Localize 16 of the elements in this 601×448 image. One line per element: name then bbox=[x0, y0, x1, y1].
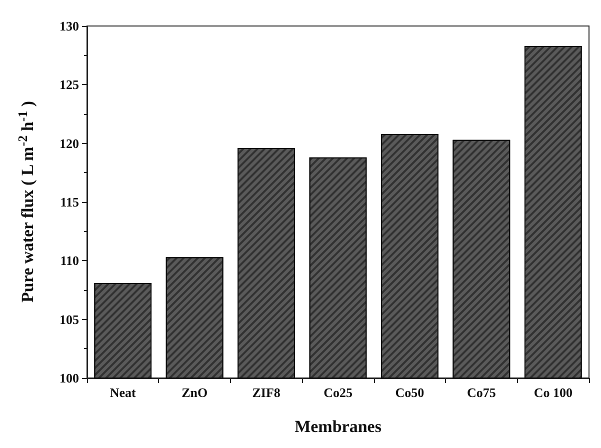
y-axis-title: Pure water flux ( L m-2 h-1 ) bbox=[15, 100, 37, 302]
x-tick-label: Co25 bbox=[324, 385, 353, 400]
y-tick-label: 100 bbox=[60, 370, 79, 386]
x-tick-label: Co 100 bbox=[534, 385, 572, 400]
x-tick-label: Co75 bbox=[466, 385, 496, 400]
x-axis-title: Membranes bbox=[294, 417, 382, 436]
y-tick-label: 125 bbox=[60, 77, 80, 92]
x-tick-label: Neat bbox=[110, 385, 137, 400]
x-tick-label: ZnO bbox=[182, 385, 208, 400]
y-tick-label: 110 bbox=[60, 253, 79, 268]
y-tick-label: 115 bbox=[60, 194, 80, 210]
y-tick-label: 120 bbox=[60, 136, 79, 151]
x-tick-label: Co50 bbox=[395, 385, 424, 400]
y-tick-label: 130 bbox=[60, 18, 79, 34]
y-tick-label: 105 bbox=[60, 312, 80, 327]
x-tick-label: ZIF8 bbox=[252, 385, 281, 400]
